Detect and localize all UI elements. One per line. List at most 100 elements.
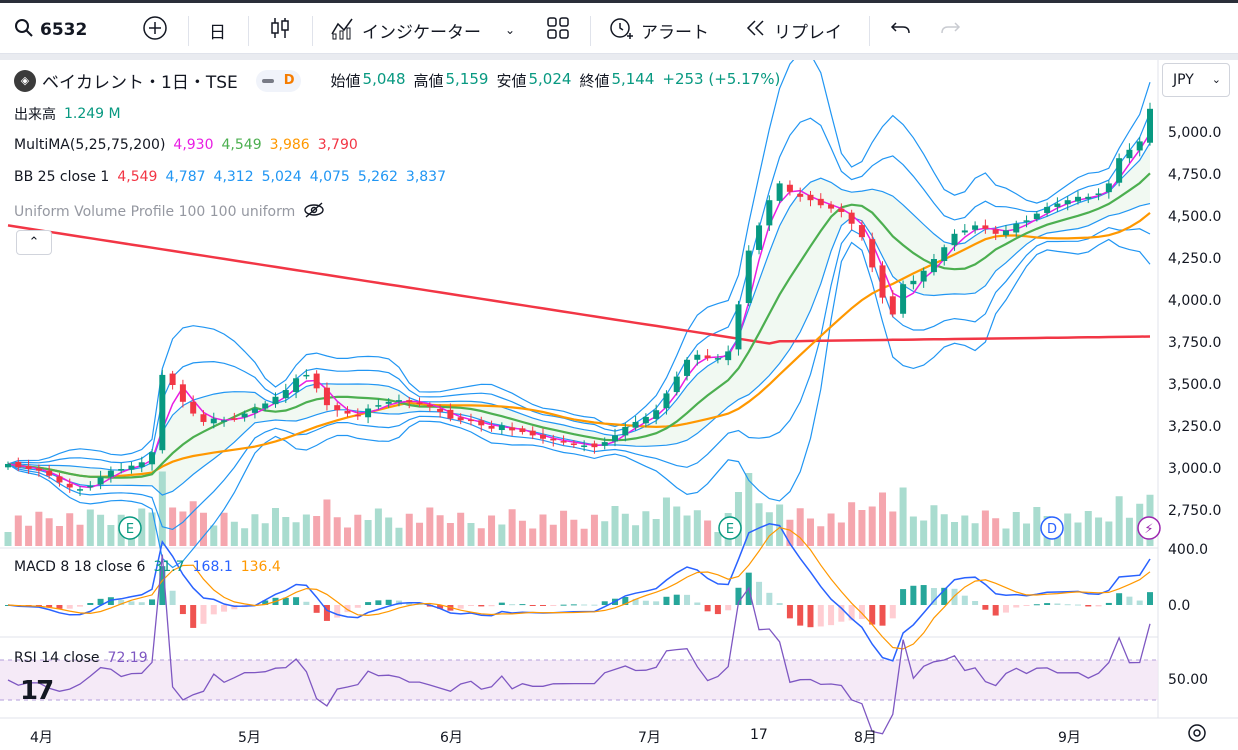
volume-bar — [374, 508, 382, 546]
candle-body — [15, 461, 22, 468]
collapse-legend-button[interactable]: ⌃ — [16, 230, 52, 255]
candle-body — [1147, 108, 1153, 143]
delay-badge: D — [283, 73, 295, 88]
tradingview-logo[interactable]: 17 — [20, 676, 54, 706]
macd-histogram-bar — [385, 599, 392, 605]
ma25-line — [7, 172, 1151, 479]
volume-bar — [951, 522, 959, 546]
news-lightning-icon[interactable]: ⚡ — [1137, 516, 1161, 540]
earnings-marker[interactable]: E — [718, 516, 742, 540]
macd-histogram-bar — [828, 605, 835, 626]
symbol-search[interactable]: 6532 — [14, 14, 87, 46]
close-value: 5,144 — [611, 70, 655, 88]
redo-icon — [938, 18, 962, 43]
undo-button[interactable] — [889, 14, 913, 46]
add-symbol-button[interactable] — [142, 14, 168, 46]
alarm-clock-icon — [607, 14, 635, 47]
bb-label: BB 25 close 1 — [14, 169, 110, 185]
chart-type-button[interactable] — [268, 14, 292, 46]
time-tick: 5月 — [238, 730, 261, 746]
candle-body — [46, 470, 53, 476]
macd-histogram-bar — [107, 597, 114, 605]
ma200-value: 3,790 — [317, 137, 358, 153]
candle-body — [1116, 158, 1123, 183]
volume-bar — [529, 528, 537, 546]
ma-legend[interactable]: MultiMA(5,25,75,200) 4,930 4,549 3,986 3… — [14, 137, 366, 153]
volume-legend[interactable]: 出来高 1.249 M — [14, 104, 129, 124]
volume-profile-legend[interactable]: Uniform Volume Profile 100 100 uniform — [14, 201, 333, 223]
candle-body — [251, 408, 258, 413]
candle-body — [467, 419, 474, 422]
gear-icon[interactable] — [1188, 724, 1206, 742]
candle-body — [231, 418, 238, 420]
candle-body — [107, 470, 114, 477]
redo-button[interactable] — [938, 14, 962, 46]
volume-bar — [879, 492, 887, 546]
volume-bar — [138, 508, 146, 546]
currency-select[interactable]: JPY ⌄ — [1162, 63, 1230, 97]
macd-histogram-bar — [354, 605, 361, 608]
volume-bar — [508, 509, 516, 546]
chart-title[interactable]: ベイカレント・1日・TSE — [42, 73, 238, 93]
top-toolbar: 6532 日 インジケーター ⌄ アラート リプ — [0, 0, 1238, 54]
candle-body — [1064, 200, 1071, 205]
replay-button[interactable]: リプレイ — [744, 14, 842, 46]
volume-bar — [755, 503, 763, 546]
layouts-button[interactable] — [546, 14, 570, 46]
macd-histogram-bar — [97, 598, 104, 605]
candle-body — [5, 463, 11, 468]
indicators-label: インジケーター — [362, 22, 481, 43]
candle-body — [941, 247, 948, 262]
candle-body — [1136, 141, 1143, 151]
price-chart[interactable]: E E D ⚡ — [0, 60, 1238, 750]
candles-icon — [268, 16, 292, 45]
bollinger-band-line — [7, 112, 1151, 465]
candle-body — [828, 204, 835, 209]
macd-histogram-bar — [869, 605, 876, 625]
volume-bar — [55, 526, 63, 546]
ma5-value: 4,930 — [173, 137, 214, 153]
divider — [188, 16, 189, 46]
time-tick: 7月 — [638, 730, 661, 746]
candle-body — [56, 476, 63, 483]
macd-histogram-bar — [807, 605, 814, 628]
alert-button[interactable]: アラート — [607, 14, 709, 46]
volume-bar — [632, 525, 640, 546]
interval-button[interactable]: 日 — [209, 14, 226, 46]
candle-body — [354, 414, 361, 417]
divider — [869, 16, 870, 46]
macd-histogram-bar — [930, 588, 937, 605]
candle-body — [498, 425, 505, 431]
volume-bar — [642, 511, 650, 546]
bb-legend[interactable]: BB 25 close 1 4,549 4,787 4,312 5,024 4,… — [14, 169, 454, 185]
time-tick: 6月 — [440, 730, 463, 746]
candle-body — [35, 468, 42, 471]
indicators-button[interactable]: インジケーター ⌄ — [330, 14, 515, 46]
candle-body — [817, 198, 824, 206]
candle-body — [241, 413, 248, 418]
macd-histogram-bar — [653, 601, 660, 605]
candle-body — [365, 408, 372, 418]
market-status-badge[interactable]: D — [255, 69, 301, 92]
macd-histogram-bar — [910, 585, 917, 605]
earnings-marker[interactable]: E — [118, 516, 142, 540]
ohlc-values: 始値 5,048 高値 5,159 安値 5,024 終値 5,144 +253 (+5… — [323, 70, 781, 91]
rsi-pane — [7, 554, 1151, 735]
volume-bar — [426, 507, 434, 546]
bb-value: 3,837 — [405, 169, 446, 185]
bollinger-band-line — [8, 142, 1151, 471]
volume-bar — [1033, 507, 1041, 546]
volume-bar — [189, 501, 197, 546]
rsi-legend[interactable]: RSI 14 close 72.19 — [14, 650, 156, 666]
volume-bar — [344, 527, 352, 546]
volume-bar — [158, 471, 166, 546]
macd-histogram-bar — [581, 604, 588, 606]
macd-legend[interactable]: MACD 8 18 close 6 31.7 168.1 136.4 — [14, 559, 289, 575]
eye-hidden-icon[interactable] — [303, 201, 325, 223]
macd-histogram-bar — [1105, 602, 1112, 605]
volume-bar — [662, 497, 670, 546]
volume-bar — [848, 502, 856, 546]
macd-histogram-bar — [920, 585, 927, 605]
dividend-marker[interactable]: D — [1040, 516, 1064, 540]
volume-bar — [765, 512, 773, 546]
